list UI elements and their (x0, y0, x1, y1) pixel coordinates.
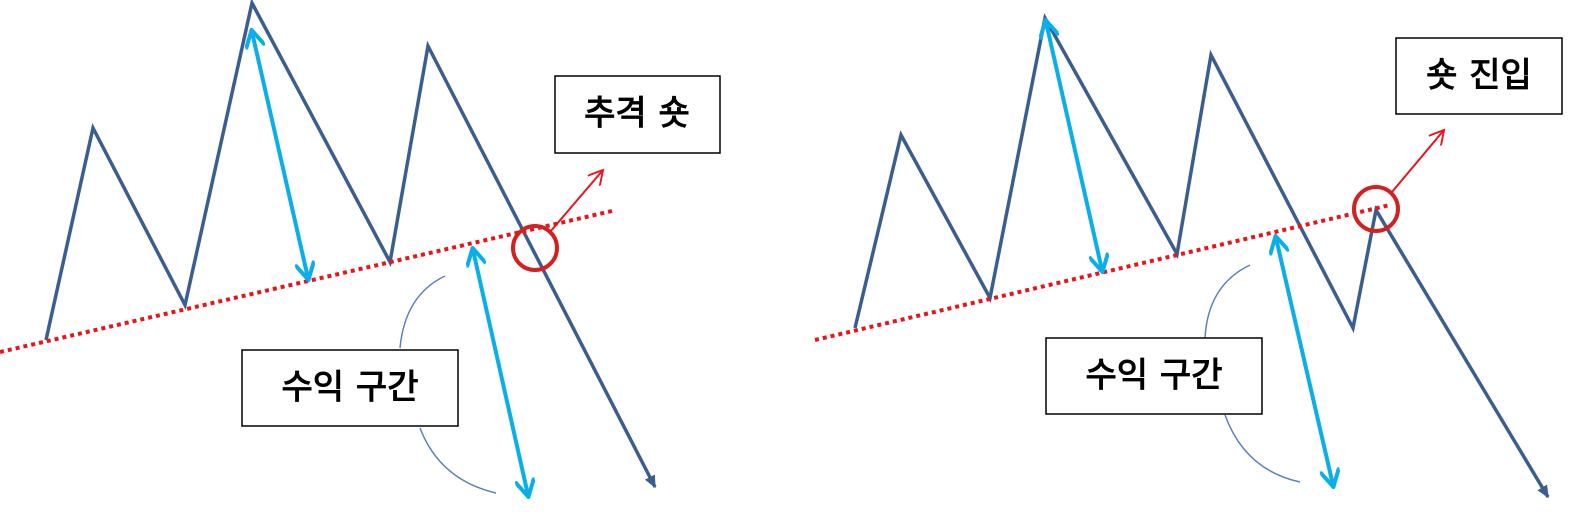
zone-label: 수익 구간 (282, 368, 419, 408)
bracket-arc (1224, 414, 1301, 483)
range-arrow (1046, 22, 1102, 270)
price-line (44, 0, 657, 489)
entry-circle (511, 224, 559, 272)
bracket-arc (399, 275, 446, 349)
range-arrow (473, 250, 528, 495)
price-line (853, 12, 1550, 499)
range-arrow (1276, 238, 1333, 485)
right-panel: 숏 진입 수익 구간 (814, 12, 1563, 499)
entry-arrow (549, 170, 603, 233)
range-arrow (252, 32, 308, 278)
entry-circle (1352, 185, 1400, 233)
left-panel: 추격 숏 수익 구간 (0, 0, 721, 495)
entry-arrow (1391, 130, 1444, 193)
trend-line (814, 203, 1391, 342)
bracket-arc (1204, 264, 1251, 339)
zone-label: 수익 구간 (1086, 356, 1223, 396)
label-box (1395, 37, 1563, 115)
label-box (554, 75, 721, 154)
entry-label: 추격 숏 (584, 94, 690, 134)
bracket-arc (419, 427, 497, 494)
entry-label: 숏 진입 (1426, 56, 1532, 96)
label-box (1045, 337, 1263, 415)
label-box (241, 349, 459, 427)
